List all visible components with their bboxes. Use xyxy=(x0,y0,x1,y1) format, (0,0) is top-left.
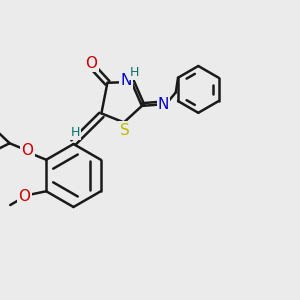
Text: H: H xyxy=(70,126,80,139)
Text: N: N xyxy=(158,97,169,112)
Text: O: O xyxy=(19,189,31,204)
Text: O: O xyxy=(22,143,34,158)
Text: N: N xyxy=(120,73,132,88)
Text: S: S xyxy=(120,123,129,138)
Text: O: O xyxy=(85,56,98,71)
Text: H: H xyxy=(130,66,139,80)
